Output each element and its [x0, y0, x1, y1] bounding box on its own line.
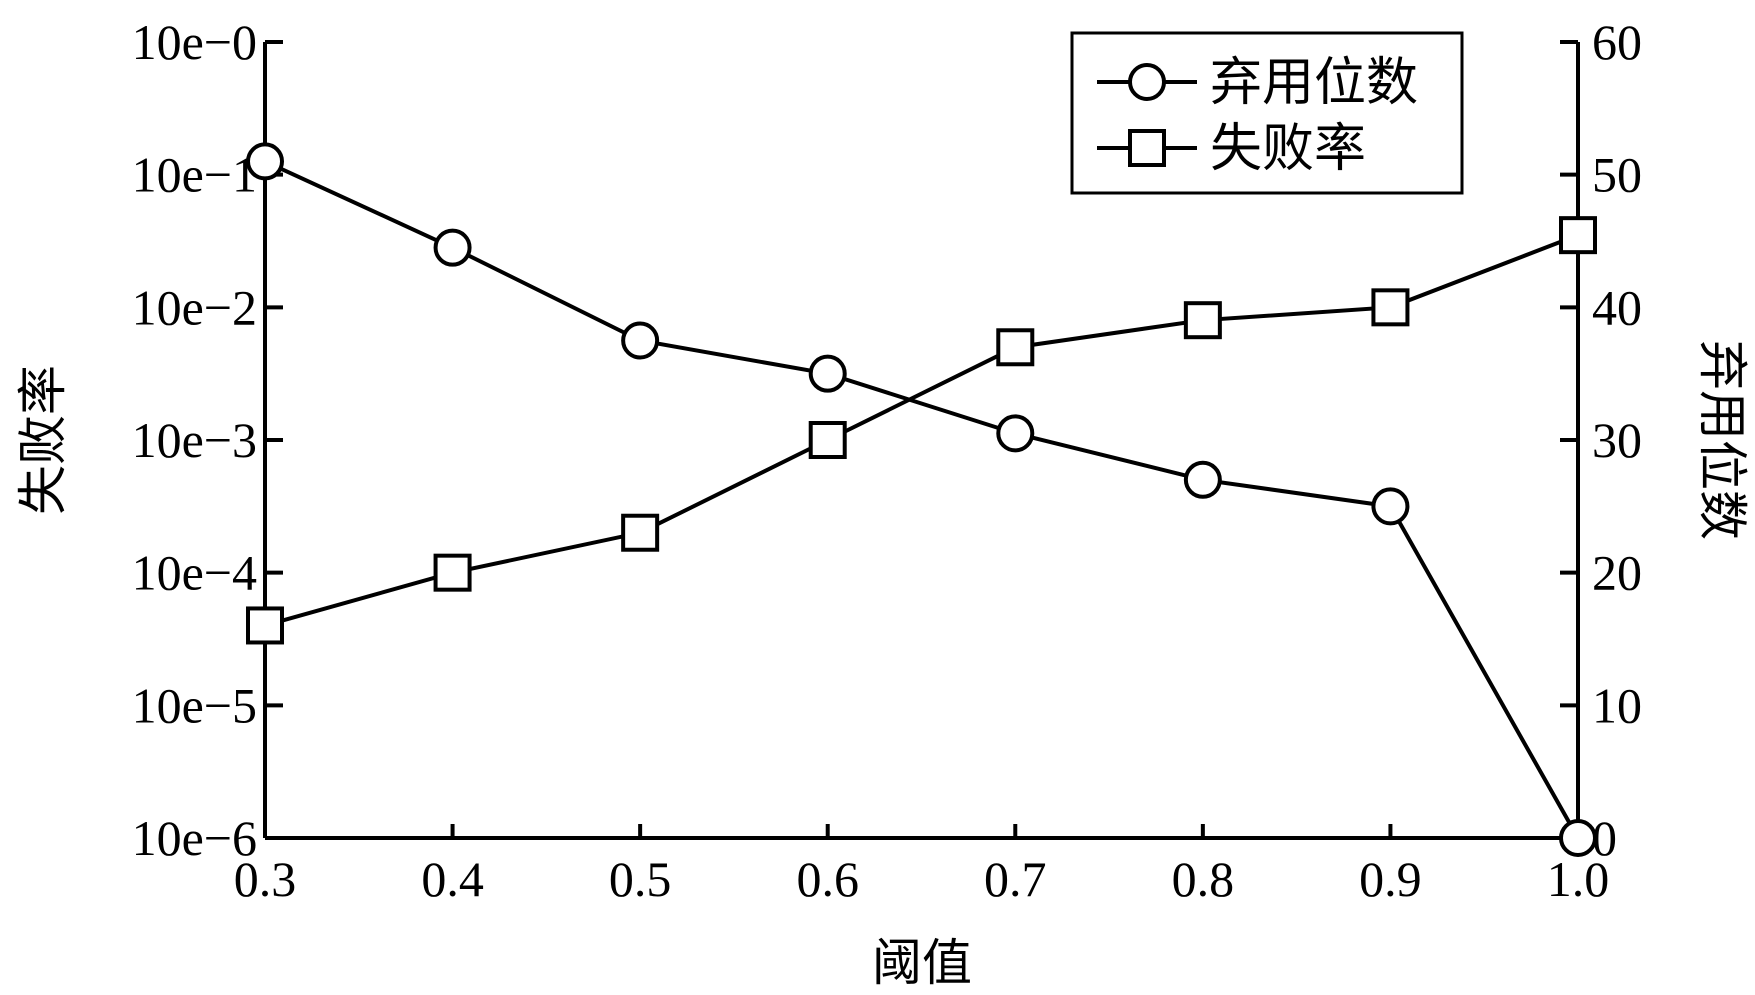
- data-point-circle: [808, 354, 847, 393]
- y-right-tick-label: 60: [1592, 14, 1642, 70]
- y-left-tick-label: 10e−0: [132, 14, 257, 70]
- data-point-circle: [996, 414, 1035, 453]
- legend-label-failure-rate: 失败率: [1210, 119, 1366, 179]
- data-point-square: [246, 606, 284, 645]
- legend-label-discarded-bits: 弃用位数: [1210, 53, 1418, 113]
- y-right-tick-label: 50: [1592, 147, 1642, 203]
- y-axis-left-title: 失败率: [14, 365, 72, 515]
- y-left-tick-label: 10e−5: [132, 677, 257, 733]
- data-point-square: [621, 513, 660, 552]
- data-point-square: [1559, 216, 1597, 255]
- data-point-circle: [1371, 487, 1410, 526]
- ticks: 0.3 0.4 0.5 0.6 0.7 0.8 0.9 1.0 10e−6 10e−5 10e−4 1…: [132, 14, 1642, 907]
- data-point-square: [808, 421, 847, 459]
- data-point-square: [1183, 301, 1222, 340]
- y-left-tick-label: 10e−2: [132, 279, 257, 335]
- legend-marker-square: [1128, 129, 1166, 167]
- y-right-tick-label: 10: [1592, 677, 1642, 733]
- x-tick-label: 0.9: [1359, 851, 1422, 907]
- data-point-circle: [1559, 819, 1597, 857]
- data-point-square: [1371, 288, 1410, 327]
- data-point-square: [996, 328, 1035, 367]
- data-point-circle: [246, 142, 284, 181]
- y-right-tick-label: 30: [1592, 412, 1642, 468]
- x-tick-label: 0.5: [609, 851, 672, 907]
- data-point-circle: [433, 228, 472, 267]
- legend: 弃用位数 失败率: [1070, 31, 1464, 195]
- x-tick-label: 0.8: [1172, 851, 1235, 907]
- x-tick-label: 0.4: [421, 851, 484, 907]
- y-left-tick-label: 10e−3: [132, 412, 257, 468]
- y-left-tick-label: 10e−1: [132, 147, 257, 203]
- series-line-failure-rate: [264, 233, 1579, 628]
- y-right-tick-label: 40: [1592, 279, 1642, 335]
- x-tick-label: 1.0: [1547, 851, 1610, 907]
- data-point-circle: [1183, 460, 1222, 499]
- y-right-tick-label: 20: [1592, 545, 1642, 601]
- data-point-square: [433, 553, 472, 592]
- x-tick-label: 0.7: [984, 851, 1047, 907]
- y-left-tick-label: 10e−6: [132, 810, 257, 866]
- x-tick-label: 0.3: [234, 851, 297, 907]
- y-left-tick-label: 10e−4: [132, 545, 257, 601]
- x-axis-title: 阈值: [872, 934, 972, 992]
- data-point-circle: [621, 321, 660, 360]
- series-line-discarded-bits: [264, 159, 1580, 839]
- x-tick-label: 0.6: [796, 851, 859, 907]
- legend-marker-circle: [1128, 63, 1166, 101]
- series-layer: [246, 142, 1597, 857]
- y-axis-right-title: 弃用位数: [1693, 340, 1751, 540]
